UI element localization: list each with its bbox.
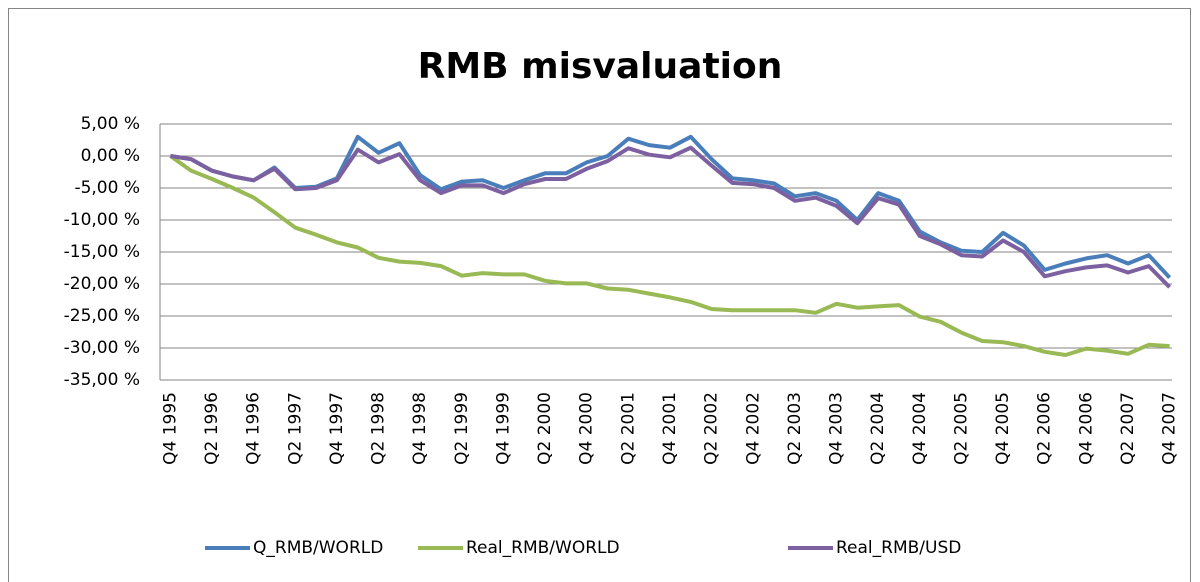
data-line [170,145,1172,289]
x-tick-label: Q4 2004 [910,392,930,465]
x-tick-label: Q4 1996 [244,392,264,465]
x-tick-label: Q4 2001 [660,392,680,465]
y-tick-label: -15,00 % [64,242,140,262]
legend-label: Q_RMB/WORLD [253,538,383,558]
x-tick-label: Q4 2003 [827,392,847,465]
y-tick-label: -5,00 % [74,178,140,198]
x-tick-label: Q4 2005 [993,392,1013,465]
legend-label: Real_RMB/USD [836,538,961,558]
x-tick-label: Q4 2000 [577,392,597,465]
y-tick-label: -25,00 % [64,306,140,326]
data-line [169,154,1170,357]
x-tick-label: Q4 2002 [743,392,763,465]
x-tick-label: Q4 1997 [327,392,347,465]
x-tick-label: Q2 2003 [785,392,805,465]
chart-title: RMB misvaluation [418,46,783,87]
x-tick-label: Q2 2004 [868,392,888,465]
x-tick-label: Q2 1998 [369,392,389,465]
x-tick-label: Q2 1996 [202,392,222,465]
x-tick-label: Q2 2006 [1035,392,1055,465]
y-tick-label: -20,00 % [64,274,140,294]
x-tick-label: Q2 1999 [452,392,472,465]
x-tick-label: Q2 1997 [285,392,305,465]
x-tick-label: Q4 1999 [493,392,513,465]
x-tick-label: Q4 1995 [160,392,180,465]
x-tick-label: Q2 2001 [618,392,638,465]
x-tick-label: Q2 2007 [1118,392,1138,465]
chart-border [8,8,1191,582]
y-tick-label: -30,00 % [64,338,140,358]
x-tick-label: Q2 2002 [702,392,722,465]
x-tick-label: Q2 2005 [951,392,971,465]
x-tick-label: Q4 1998 [410,392,430,465]
x-tick-label: Q2 2000 [535,392,555,465]
y-tick-label: -35,00 % [64,370,140,390]
y-tick-label: 5,00 % [81,114,140,134]
y-tick-label: 0,00 % [81,146,140,166]
x-tick-label: Q4 2007 [1160,392,1180,465]
x-tick-label: Q4 2006 [1076,392,1096,465]
y-tick-label: -10,00 % [64,210,140,230]
legend-label: Real_RMB/WORLD [466,538,620,558]
